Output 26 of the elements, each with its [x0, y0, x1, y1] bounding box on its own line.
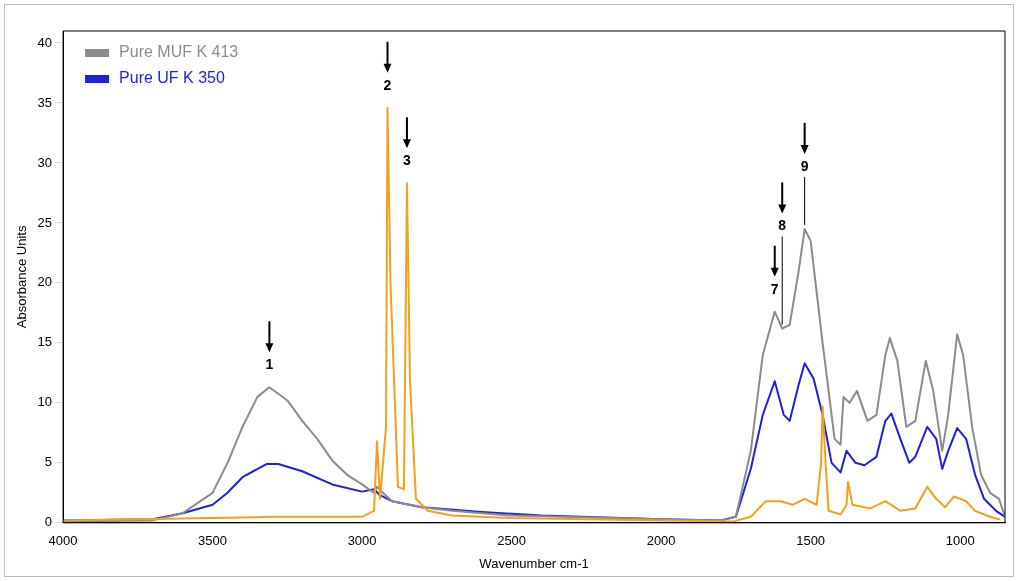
y-tick-label: 15	[37, 334, 53, 350]
x-tick-label: 3000	[347, 533, 377, 549]
y-tick-label: 10	[37, 394, 53, 410]
x-tick-label: 2500	[497, 533, 527, 549]
y-tick-label: 25	[37, 214, 53, 230]
annotation: 9	[800, 157, 809, 174]
y-axis-title: Absorbance Units	[14, 225, 30, 329]
x-tick-label: 1000	[945, 533, 975, 549]
y-tick-label: 30	[37, 154, 53, 170]
x-axis-title: Wavenumber cm-1	[479, 555, 589, 571]
y-tick-label: 0	[44, 514, 53, 530]
x-tick-label: 4000	[48, 533, 78, 549]
x-tick-label: 3500	[198, 533, 228, 549]
y-tick-label: 5	[44, 454, 53, 470]
annotation: 2	[383, 76, 392, 93]
x-tick-label: 2000	[646, 533, 676, 549]
legend-label: Pure MUF K 413	[119, 43, 239, 61]
annotation: 7	[770, 280, 779, 297]
annotation: 3	[403, 152, 412, 169]
legend-label: Pure UF K 350	[119, 69, 225, 87]
annotation: 1	[265, 356, 274, 373]
y-tick-label: 40	[37, 34, 53, 50]
annotation: 8	[778, 217, 787, 234]
y-tick-label: 20	[37, 274, 53, 290]
y-tick-label: 35	[37, 94, 53, 110]
x-tick-label: 1500	[796, 533, 826, 549]
